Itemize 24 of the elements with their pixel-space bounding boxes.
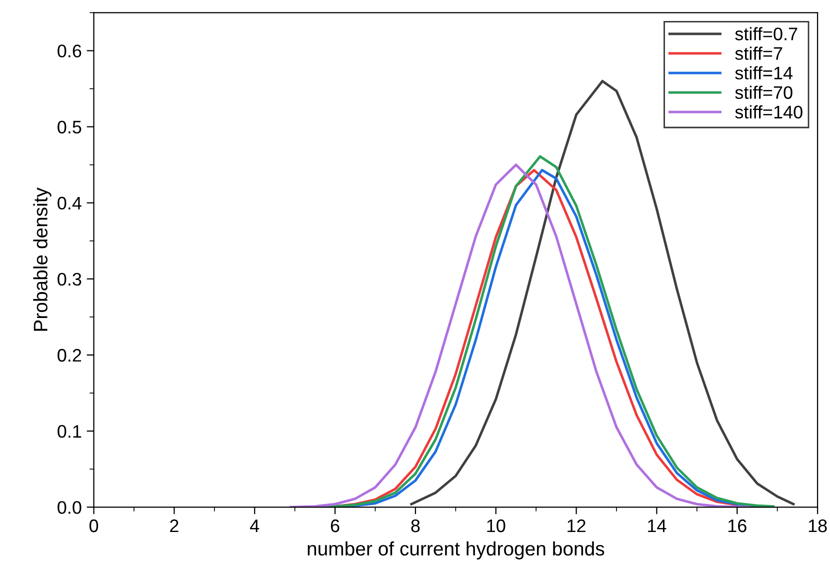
legend-label: stiff=0.7 <box>735 27 798 40</box>
y-tick-label: 0.1 <box>58 425 82 438</box>
x-tick-label: 18 <box>808 519 827 532</box>
x-tick-label: 16 <box>728 519 746 532</box>
x-tick-label: 2 <box>170 519 178 532</box>
legend-label: stiff=70 <box>735 86 792 99</box>
legend-label: stiff=7 <box>735 46 782 60</box>
x-tick-label: 0 <box>89 519 98 532</box>
y-axis-title: Probable density <box>33 188 52 331</box>
y-tick-label: 0.4 <box>58 196 82 210</box>
x-axis-title: number of current hydrogen bonds <box>308 541 604 560</box>
x-tick-label: 8 <box>411 519 420 532</box>
x-tick-label: 12 <box>568 519 586 532</box>
legend-label: stiff=140 <box>735 105 802 119</box>
y-tick-label: 0.0 <box>58 501 82 514</box>
x-tick-label: 14 <box>648 520 666 532</box>
x-tick-label: 10 <box>487 519 506 532</box>
y-tick-label: 0.5 <box>58 120 82 134</box>
y-tick-label: 0.6 <box>58 44 82 58</box>
legend-label: stiff=14 <box>735 66 793 80</box>
x-tick-label: 6 <box>330 519 340 532</box>
y-tick-label: 0.2 <box>58 348 82 362</box>
y-tick-label: 0.3 <box>58 272 82 286</box>
x-tick-label: 4 <box>250 520 260 532</box>
